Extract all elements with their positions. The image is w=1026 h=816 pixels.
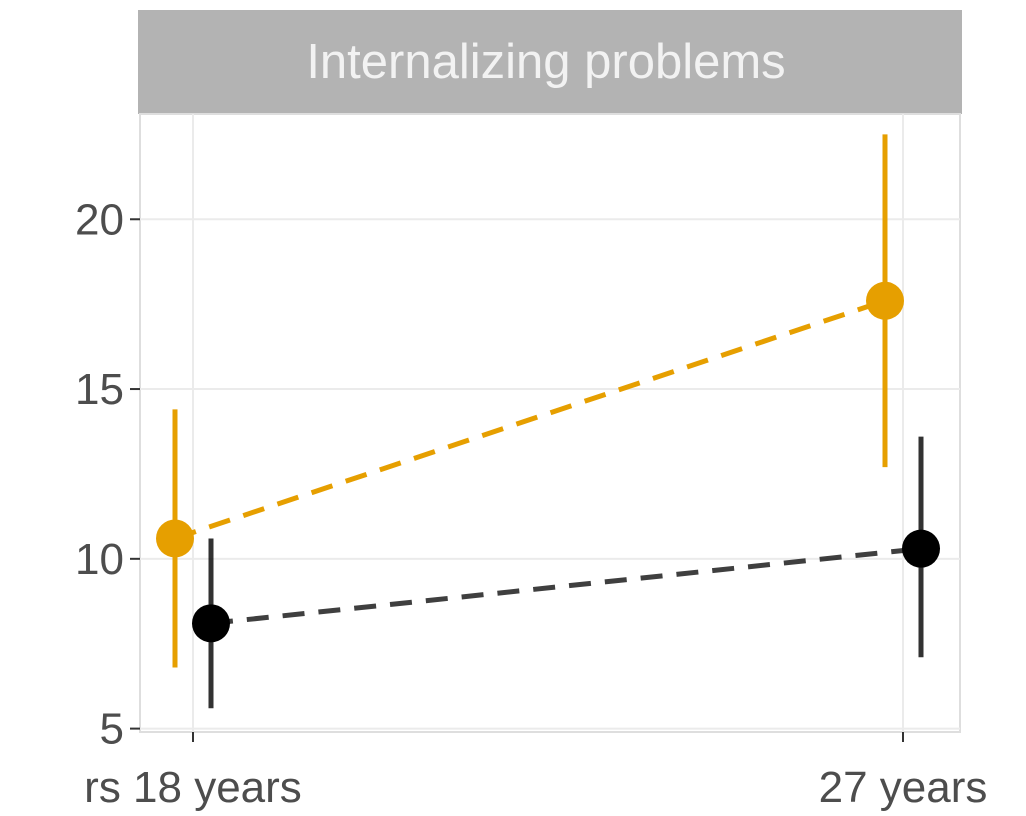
series-line (210, 546, 922, 626)
series-line (174, 298, 886, 541)
y-tick-label: 10 (75, 535, 124, 584)
y-tick-label: 5 (100, 705, 124, 754)
plot-panel (139, 113, 961, 733)
x-axis: rs 18 years 27 years (84, 732, 987, 812)
series-layer (156, 134, 940, 709)
data-point (866, 281, 904, 320)
y-tick-label: 15 (75, 365, 124, 414)
x-tick-label: 27 years (819, 763, 988, 812)
facet-strip-title: Internalizing problems (306, 35, 785, 89)
data-point (192, 604, 230, 643)
y-axis: 5 10 15 20 (75, 195, 140, 754)
facet-strip (138, 10, 962, 114)
y-tick-label: 20 (75, 195, 124, 244)
grid (140, 114, 960, 732)
x-tick-label: rs 18 years (84, 763, 302, 812)
data-point (156, 519, 194, 558)
data-point (902, 529, 940, 568)
